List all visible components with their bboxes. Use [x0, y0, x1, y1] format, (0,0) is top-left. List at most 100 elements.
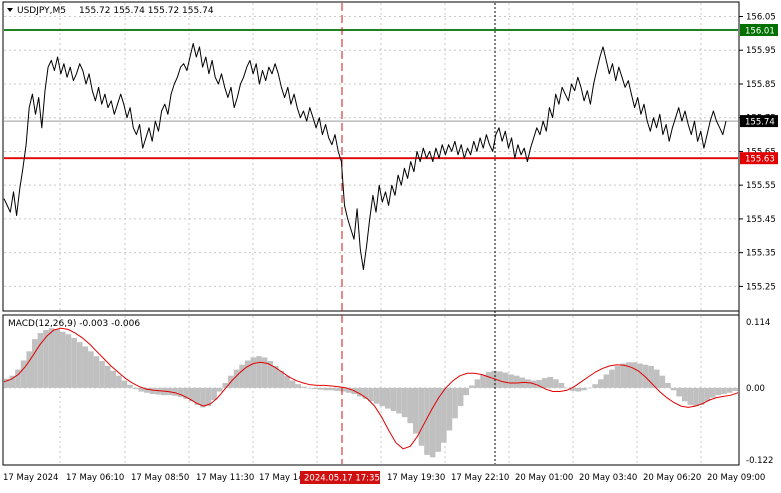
macd-bar: [60, 331, 66, 388]
macd-bar: [233, 369, 240, 388]
macd-bar: [536, 379, 542, 388]
macd-bar: [334, 387, 341, 391]
macd-bar: [132, 387, 139, 390]
axes: 156.05155.95155.85155.75155.65155.55155.…: [3, 12, 778, 484]
macd-bar: [721, 387, 727, 394]
macd-bar: [71, 337, 77, 388]
macd-tick-label: 0.114: [746, 318, 770, 328]
macd-bar: [54, 329, 61, 388]
time-tick-label: 20 May 09:00: [707, 473, 765, 483]
macd-bar: [653, 369, 660, 388]
macd-tick-label: 0.00: [746, 384, 765, 394]
price-path: [3, 43, 727, 270]
macd-bar: [609, 369, 615, 388]
level-price-tag-label: 155.74: [745, 118, 775, 128]
macd-bar: [732, 387, 738, 391]
macd-bar: [32, 339, 38, 388]
macd-bar: [463, 387, 470, 396]
macd-bar: [670, 387, 677, 391]
time-tick-label: 20 May 06:20: [643, 473, 701, 483]
macd-bar: [172, 387, 178, 396]
macd-bar: [681, 387, 688, 402]
macd-bar: [642, 364, 649, 388]
macd-bar: [497, 371, 503, 388]
macd-bar: [121, 380, 128, 388]
macd-bar: [480, 374, 486, 388]
macd-bar: [435, 387, 442, 452]
time-tick-label: 20 May 03:40: [579, 473, 637, 483]
price-tick-label: 155.45: [746, 215, 776, 225]
macd-bar: [687, 387, 694, 405]
macd-bar: [110, 370, 117, 388]
macd-bar: [278, 370, 285, 388]
macd-bar: [20, 360, 27, 388]
macd-bar: [48, 328, 55, 388]
macd-bar: [396, 387, 402, 414]
macd-bar: [272, 365, 279, 388]
price-tick-label: 155.95: [746, 46, 776, 56]
time-tick-label: 17 May 19:30: [387, 473, 445, 483]
symbol-label: USDJPY,M5: [17, 6, 66, 16]
macd-bar: [312, 387, 318, 390]
macd-bar: [452, 387, 458, 419]
macd-bar: [379, 387, 385, 407]
macd-bar: [502, 372, 509, 388]
macd-bar: [547, 376, 554, 388]
macd-bar: [9, 375, 16, 388]
time-cursor-tag-label: 2024.05.17 17:35: [304, 474, 380, 484]
macd-bar: [508, 374, 514, 388]
time-tick-label: 17 May 14:10: [259, 473, 317, 483]
macd-bar: [586, 387, 593, 389]
ohlc-values: 155.72 155.74 155.72 155.74: [79, 6, 214, 16]
macd-title: MACD(12,26,9) -0.003 -0.006: [8, 319, 140, 329]
macd-bar: [603, 374, 610, 388]
macd-bar: [704, 387, 710, 402]
macd-bar: [317, 387, 324, 390]
macd-bar: [469, 385, 475, 388]
macd-bar: [323, 387, 329, 391]
macd-bar: [575, 387, 582, 392]
macd-bar: [715, 387, 722, 396]
macd-bar: [385, 387, 391, 409]
macd-bar: [564, 387, 570, 389]
macd-bar: [726, 387, 733, 393]
price-tick-label: 155.35: [746, 249, 776, 259]
macd-bar: [345, 387, 352, 393]
time-cursor-tag: [300, 471, 380, 484]
macd-bar: [597, 379, 604, 388]
macd-bar: [65, 334, 72, 388]
macd-bar: [200, 387, 206, 408]
macd-bar: [211, 387, 217, 401]
macd-bar: [4, 378, 10, 388]
macd-bar: [37, 333, 44, 388]
macd-bar: [362, 387, 369, 399]
level-price-tag-label: 155.63: [745, 155, 775, 165]
macd-bar: [581, 387, 587, 391]
macd-bar: [340, 387, 346, 392]
macd-bar: [541, 378, 548, 388]
macd-bar: [698, 387, 705, 405]
level-price-tag: [740, 152, 778, 165]
level-price-tag: [740, 23, 778, 36]
macd-bar: [676, 387, 682, 397]
macd-tick-label: -0.122: [746, 456, 773, 466]
price-series: [3, 43, 727, 270]
macd-bar: [88, 351, 94, 388]
macd-bar: [127, 384, 133, 388]
macd-bar: [620, 363, 626, 388]
macd-bar: [665, 383, 671, 388]
macd-bar: [149, 387, 156, 394]
macd-bar: [144, 387, 150, 393]
level-price-tag: [740, 115, 778, 128]
macd-bar: [183, 387, 189, 399]
horizontal-levels: [4, 29, 738, 160]
macd-bar: [648, 365, 654, 388]
macd-bar: [525, 379, 531, 388]
triangle-down-icon[interactable]: [7, 8, 13, 12]
price-tick-label: 155.85: [746, 80, 776, 90]
macd-bar: [693, 387, 699, 407]
macd-bar: [289, 380, 296, 388]
macd-bar: [104, 365, 111, 388]
